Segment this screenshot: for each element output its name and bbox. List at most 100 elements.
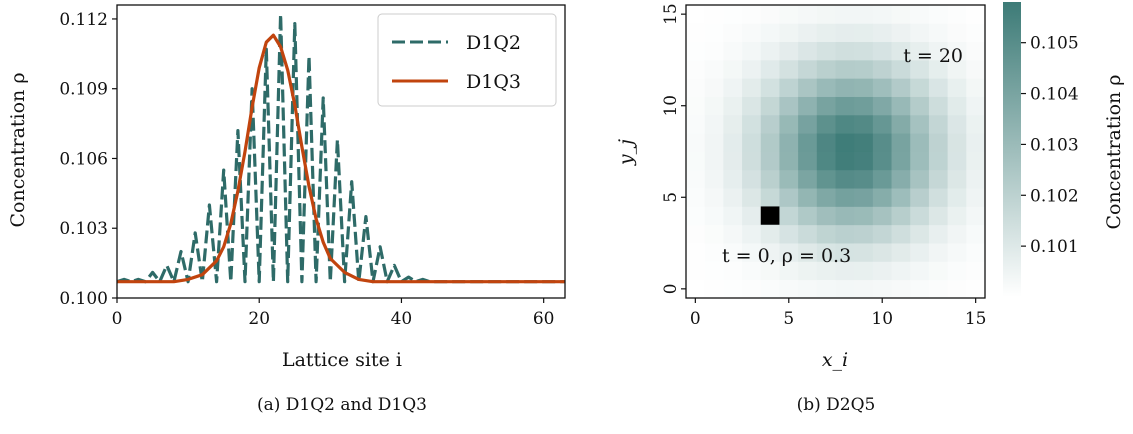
x-tick-label: 10 bbox=[871, 309, 893, 329]
heatmap-cell bbox=[742, 23, 762, 43]
heatmap-cell bbox=[891, 96, 911, 116]
heatmap-cell bbox=[928, 261, 949, 281]
heatmap-cell bbox=[704, 59, 724, 79]
heatmap-cell bbox=[966, 279, 986, 299]
heatmap-cell bbox=[928, 96, 949, 116]
heatmap-cell bbox=[816, 23, 836, 43]
heatmap-cell bbox=[742, 279, 762, 299]
heatmap-cell bbox=[798, 169, 818, 189]
heatmap-cell bbox=[723, 78, 743, 97]
heatmap-cell bbox=[966, 261, 986, 281]
heatmap-cell bbox=[779, 23, 799, 43]
series-line-d1q3 bbox=[117, 33, 565, 284]
heatmap-cell bbox=[760, 114, 780, 134]
heatmap-cell bbox=[779, 114, 799, 134]
heatmap-cell bbox=[854, 206, 874, 226]
heatmap-cell bbox=[760, 23, 780, 43]
heatmap-panel: 0 5 10 15 0 5 10 15 x_i y_j t = 20 t = 0, ρ = … bbox=[615, 2, 1125, 371]
heatmap-cell bbox=[910, 261, 930, 281]
y-tick-label: 0.103 bbox=[59, 219, 108, 239]
heatmap-cell bbox=[686, 279, 706, 299]
y-tick-label: 10 bbox=[661, 95, 681, 117]
heatmap-cell bbox=[872, 188, 892, 207]
heatmap-cell bbox=[947, 206, 967, 226]
x-axis-ticks: 0 20 40 60 bbox=[112, 298, 555, 329]
heatmap-cell bbox=[760, 279, 780, 299]
colorbar-tick-label: 0.104 bbox=[1030, 85, 1079, 105]
heatmap-cell bbox=[947, 261, 967, 281]
heatmap-cell bbox=[723, 5, 743, 24]
heatmap-cell bbox=[891, 169, 911, 189]
heatmap-cell bbox=[742, 5, 762, 24]
heatmap-cell bbox=[760, 5, 780, 24]
heatmap-cell bbox=[854, 169, 874, 189]
heatmap-cell bbox=[779, 78, 799, 97]
heatmap-cell bbox=[704, 243, 724, 262]
heatmap-cell bbox=[947, 243, 967, 262]
heatmap-cell bbox=[704, 41, 724, 61]
heatmap-cell bbox=[686, 243, 706, 262]
legend-box bbox=[377, 13, 557, 107]
x-tick-label: 0 bbox=[690, 309, 701, 329]
heatmap-cell bbox=[686, 206, 706, 226]
legend-label-d1q3: D1Q3 bbox=[466, 71, 521, 93]
heatmap-cell bbox=[835, 23, 855, 43]
heatmap-cell bbox=[928, 224, 949, 244]
heatmap-cell bbox=[872, 243, 892, 262]
heatmap-cell bbox=[835, 96, 855, 116]
heatmap-cell bbox=[798, 133, 818, 152]
heatmap-cell bbox=[966, 188, 986, 207]
heatmap-cell bbox=[723, 114, 743, 134]
heatmap-cell bbox=[928, 243, 949, 262]
heatmap-cell bbox=[854, 261, 874, 281]
heatmap-cell bbox=[835, 188, 855, 207]
y-tick-label: 0.109 bbox=[59, 80, 108, 100]
heatmap-cell bbox=[723, 243, 743, 262]
heatmap-cell bbox=[704, 188, 724, 207]
heatmap-cell bbox=[891, 224, 911, 244]
heatmap-cell bbox=[723, 169, 743, 189]
heatmap-cell bbox=[798, 59, 818, 79]
heatmap-cell bbox=[891, 133, 911, 152]
heatmap-cell bbox=[928, 169, 949, 189]
heatmap-cell bbox=[760, 78, 780, 97]
heatmap-cell bbox=[947, 78, 967, 97]
y-axis-ticks: 0 5 10 15 bbox=[661, 3, 686, 294]
y-tick-label: 15 bbox=[661, 3, 681, 25]
line-chart-panel: 0.100 0.103 0.106 0.109 0.112 0 20 40 60 Lattic… bbox=[7, 4, 566, 371]
heatmap-cell bbox=[686, 188, 706, 207]
heatmap-cell bbox=[854, 133, 874, 152]
heatmap-cell bbox=[854, 188, 874, 207]
heatmap-cell bbox=[798, 5, 818, 24]
heatmap-cell bbox=[704, 169, 724, 189]
heatmap-cell bbox=[816, 5, 836, 24]
heatmap-cell bbox=[891, 188, 911, 207]
heatmap-cell bbox=[798, 151, 818, 171]
heatmap-cell bbox=[854, 23, 874, 43]
heatmap-cell bbox=[704, 96, 724, 116]
heatmap-cell bbox=[742, 206, 762, 226]
heatmap-cell bbox=[947, 114, 967, 134]
heatmap-cell bbox=[835, 151, 855, 171]
heatmap-cell bbox=[854, 224, 874, 244]
heatmap-cell bbox=[854, 114, 874, 134]
heatmap-cell bbox=[854, 41, 874, 61]
heatmap-cell bbox=[910, 151, 930, 171]
heatmap-cell bbox=[891, 261, 911, 281]
heatmap-cell bbox=[704, 23, 724, 43]
heatmap-cell bbox=[966, 114, 986, 134]
heatmap-cell bbox=[910, 96, 930, 116]
heatmap-cell bbox=[872, 41, 892, 61]
heatmap-cell bbox=[779, 279, 799, 299]
x-tick-label: 60 bbox=[533, 309, 555, 329]
heatmap-cell bbox=[816, 78, 836, 97]
heatmap-cell bbox=[928, 114, 949, 134]
x-tick-label: 20 bbox=[248, 309, 270, 329]
heatmap-cell bbox=[742, 243, 762, 262]
heatmap-cell bbox=[816, 59, 836, 79]
heatmap-cell bbox=[723, 23, 743, 43]
plot-area-frame bbox=[116, 4, 566, 299]
y-tick-label: 0 bbox=[661, 283, 681, 294]
heatmap-cell bbox=[910, 41, 930, 61]
heatmap-cell bbox=[779, 261, 799, 281]
